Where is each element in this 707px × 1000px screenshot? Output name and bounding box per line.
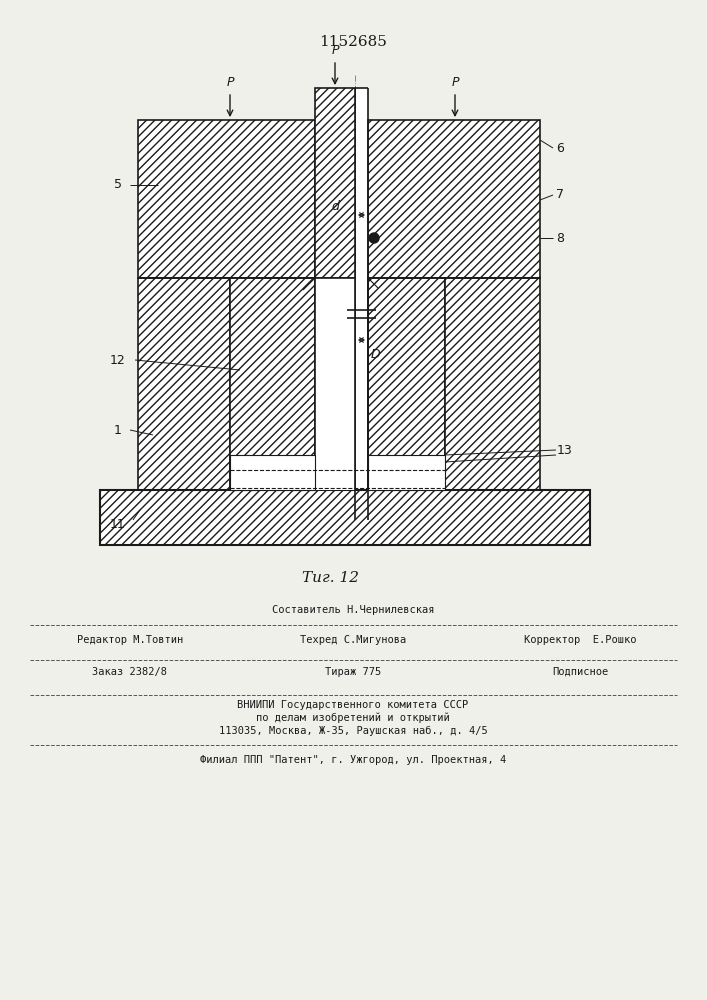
Text: D: D (370, 348, 380, 360)
Text: ВНИИПИ Государственного комитета СССР: ВНИИПИ Государственного комитета СССР (238, 700, 469, 710)
Bar (368, 278, 445, 490)
Bar (230, 455, 315, 490)
Bar (315, 278, 355, 490)
Text: Заказ 2382/8: Заказ 2382/8 (93, 667, 168, 677)
Text: 13: 13 (557, 444, 573, 456)
Text: Τиг. 12: Τиг. 12 (301, 571, 358, 585)
Text: 1: 1 (114, 424, 122, 436)
Bar (138, 120, 315, 278)
Bar (138, 278, 230, 490)
Text: Редактор М.Товтин: Редактор М.Товтин (77, 635, 183, 645)
Bar (445, 278, 540, 490)
Text: Тираж 775: Тираж 775 (325, 667, 381, 677)
Bar (100, 490, 590, 545)
Text: 8: 8 (556, 232, 564, 244)
Text: 5: 5 (114, 178, 122, 192)
Bar (230, 278, 315, 490)
Text: Корректор  Е.Рошко: Корректор Е.Рошко (524, 635, 636, 645)
Text: 6: 6 (556, 141, 564, 154)
Bar (368, 120, 540, 278)
Text: 1152685: 1152685 (319, 35, 387, 49)
Bar (355, 88, 368, 520)
Text: 113035, Москва, Ж-35, Раушская наб., д. 4/5: 113035, Москва, Ж-35, Раушская наб., д. … (218, 726, 487, 736)
Text: Подписное: Подписное (552, 667, 608, 677)
Text: Техред С.Мигунова: Техред С.Мигунова (300, 635, 406, 645)
Text: P: P (332, 43, 339, 56)
Text: P: P (226, 76, 234, 89)
Text: Филиал ППП "Патент", г. Ужгород, ул. Проектная, 4: Филиал ППП "Патент", г. Ужгород, ул. Про… (200, 755, 506, 765)
Text: 12: 12 (110, 354, 126, 366)
Text: 7: 7 (556, 188, 564, 202)
Text: d: d (331, 200, 339, 214)
Bar (315, 88, 355, 278)
Text: P: P (451, 76, 459, 89)
Text: по делам изобретений и открытий: по делам изобретений и открытий (256, 713, 450, 723)
Bar (368, 455, 445, 490)
Text: 11: 11 (110, 518, 126, 532)
Text: Составитель Н.Чернилевская: Составитель Н.Чернилевская (271, 605, 434, 615)
Circle shape (369, 233, 379, 243)
